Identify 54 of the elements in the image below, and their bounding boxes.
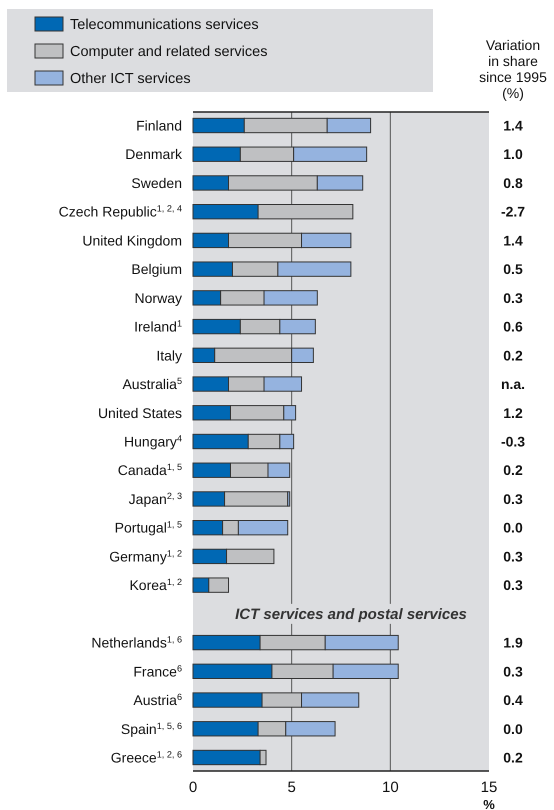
x-tick-label: 15 [480,779,498,796]
y-tick-label: Denmark [125,146,183,162]
y-tick-label: Norway [134,290,182,306]
y-tick-label: Greece$^{1, 2, 6}$ [110,750,182,766]
y-tick-label: United States [98,404,182,421]
y-tick-label: Sweden [131,174,182,191]
text: 0.3 [503,548,523,564]
x-tick-label: 5 [287,779,296,796]
text: 0.3 [503,290,523,306]
text: 0.2 [503,750,523,766]
text: 0.5 [503,261,523,278]
text: 0.0 [503,720,523,737]
y-tick-label: Japan$^{2, 3}$ [128,490,182,507]
text: 0.3 [503,490,523,507]
y-tick-label: Belgium [131,261,182,278]
x-axis-title: % [483,797,496,810]
text: 0.3 [503,663,523,680]
text: n.a. [500,376,526,392]
y-tick-label: Portugal$^{1, 5}$ [114,520,182,536]
y-tick-label: Spain$^{1, 5, 6}$ [120,720,182,737]
text: 0.4 [503,692,523,708]
y-tick-label: France$^{6}$ [133,663,182,680]
legend-label: Other ICT services [70,71,191,87]
y-tick-label: Czech Republic$^{1, 2, 4}$ [58,204,182,220]
y-tick-label: Australia$^{5}$ [122,376,182,392]
text: 1.4 [503,118,523,134]
y-tick-label: Austria$^{6}$ [133,692,182,708]
y-tick-label: Korea$^{1, 2}$ [129,577,182,594]
y-tick-label: Hungary$^{4}$ [124,434,182,450]
text: 0.3 [503,577,523,594]
y-tick-label: Finland [136,118,182,134]
y-tick-label: Italy [156,347,182,364]
text: -2.7 [500,204,526,220]
text: 1.0 [503,146,523,162]
text: Variation in share since 1995 (%) [479,37,548,101]
x-tick-label: 0 [188,779,198,796]
legend-label: Telecommunications services [70,17,259,33]
text: 0.2 [503,347,523,364]
y-tick-label: Germany$^{1, 2}$ [109,548,182,564]
y-tick-label: Canada$^{1, 5}$ [118,462,182,478]
text: 1.9 [503,634,523,651]
y-tick-label: United Kingdom [82,232,182,248]
text: 0.6 [503,318,523,335]
text: 0.2 [503,462,523,478]
x-tick-label: 10 [382,779,399,796]
annotation: ICT services and postal services [235,606,467,623]
y-tick-label: Netherlands$^{1, 6}$ [91,634,182,651]
legend-label: Computer and related services [70,44,268,60]
text: 0.0 [503,520,523,536]
text: 1.4 [503,232,523,248]
text: 0.8 [503,174,523,191]
text: -0.3 [500,434,526,450]
text: 1.2 [503,404,523,421]
y-tick-label: Ireland$^{1}$ [134,318,182,335]
